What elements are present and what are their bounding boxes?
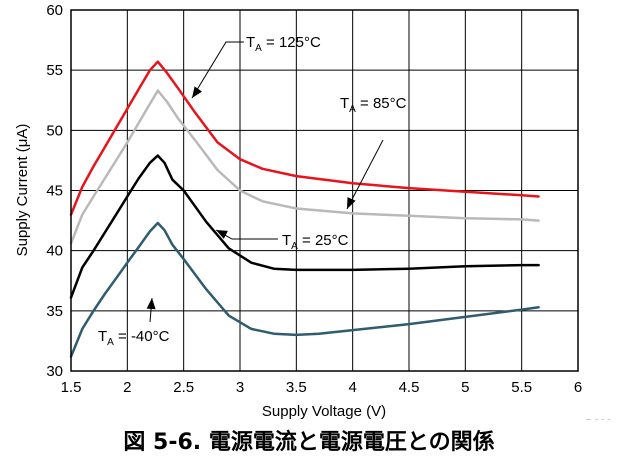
x-tick-label: 2.5 bbox=[173, 379, 194, 396]
x-tick-label: 3 bbox=[236, 379, 244, 396]
figure-caption: 図 5-6. 電源電流と電源電圧との関係 bbox=[123, 430, 495, 455]
plot-frame bbox=[70, 9, 579, 372]
y-tick-label: 40 bbox=[46, 243, 63, 260]
x-tick-label: 3.5 bbox=[286, 379, 307, 396]
x-tick-label: 4 bbox=[348, 379, 356, 396]
series-line-85c bbox=[69, 89, 540, 245]
series-line-25c bbox=[69, 154, 540, 299]
x-tick-label: 4.5 bbox=[399, 379, 420, 396]
annotation-25c: TA = 25°C bbox=[215, 229, 349, 252]
annotation-125c: TA = 125°C bbox=[191, 34, 321, 99]
series-line-minus40c bbox=[69, 221, 540, 358]
supply-current-chart: 1.5 2 2.5 3 3.5 4 4.5 5 5.5 6 30 35 40 45 50 55 60 Suppl… bbox=[14, 2, 612, 420]
annotation-label: TA = 85°C bbox=[340, 95, 407, 115]
figure-id: D006 bbox=[586, 418, 612, 420]
series-lines bbox=[69, 60, 540, 358]
y-tick-label: 55 bbox=[46, 62, 63, 79]
annotation-minus40c: TA = -40°C bbox=[98, 297, 170, 348]
y-axis-label: Supply Current (μA) bbox=[14, 124, 31, 257]
x-tick-label: 2 bbox=[123, 379, 131, 396]
y-tick-label: 50 bbox=[46, 122, 63, 139]
arrowhead-icon bbox=[192, 86, 202, 98]
annotations: TA = 125°C TA = 85°C TA = 25°C TA = -40°C bbox=[98, 34, 407, 348]
annotation-label: TA = 25°C bbox=[282, 232, 349, 252]
arrowhead-icon bbox=[146, 298, 156, 310]
y-tick-label: 60 bbox=[46, 2, 63, 19]
x-tick-label: 5.5 bbox=[511, 379, 532, 396]
x-axis-label: Supply Voltage (V) bbox=[262, 403, 386, 420]
y-tick-label: 30 bbox=[46, 363, 63, 380]
annotation-leader-line bbox=[191, 41, 244, 99]
y-tick-label: 35 bbox=[46, 303, 63, 320]
grid-lines bbox=[70, 9, 579, 372]
arrowhead-icon bbox=[216, 230, 228, 239]
x-tick-label: 5 bbox=[461, 379, 469, 396]
annotation-label: TA = 125°C bbox=[246, 34, 321, 54]
arrowhead-icon bbox=[347, 197, 356, 209]
x-tick-label: 6 bbox=[574, 379, 582, 396]
annotation-label: TA = -40°C bbox=[98, 328, 170, 348]
y-tick-label: 45 bbox=[46, 183, 63, 200]
annotation-85c: TA = 85°C bbox=[340, 95, 407, 210]
series-line-125c bbox=[69, 60, 540, 216]
annotation-leader-line bbox=[346, 139, 384, 210]
x-tick-label: 1.5 bbox=[61, 379, 82, 396]
tick-labels: 1.5 2 2.5 3 3.5 4 4.5 5 5.5 6 30 35 40 45 50 55 60 bbox=[46, 2, 582, 396]
